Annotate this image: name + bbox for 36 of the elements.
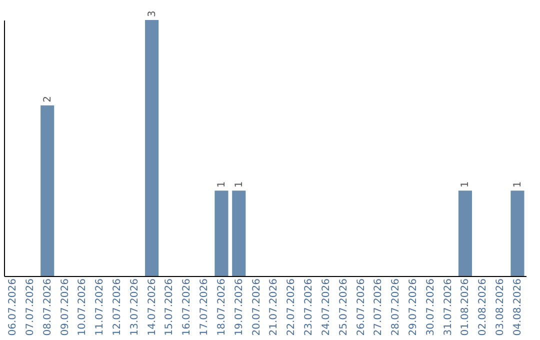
x-tick-label: 07.07.2026 bbox=[24, 278, 36, 336]
x-tick-label: 03.08.2026 bbox=[495, 278, 506, 336]
x-tick-label: 22.07.2026 bbox=[286, 278, 298, 336]
x-tick-label: 11.07.2026 bbox=[94, 278, 106, 336]
data-label: 3 bbox=[146, 10, 158, 17]
x-tick-label: 04.08.2026 bbox=[512, 278, 524, 336]
x-tick-label: 30.07.2026 bbox=[425, 278, 436, 336]
x-tick-label: 27.07.2026 bbox=[373, 278, 384, 336]
x-tick-label: 12.07.2026 bbox=[112, 278, 123, 336]
x-tick-label: 01.08.2026 bbox=[460, 278, 472, 336]
data-label: 2 bbox=[42, 96, 54, 102]
data-label: 1 bbox=[234, 181, 245, 188]
x-tick-label: 29.07.2026 bbox=[408, 278, 419, 336]
x-tick-label: 02.08.2026 bbox=[478, 278, 489, 336]
x-tick-label: 16.07.2026 bbox=[182, 278, 193, 336]
x-tick-label: 06.07.2026 bbox=[8, 278, 19, 336]
x-tick-label: 25.07.2026 bbox=[338, 278, 350, 336]
data-label: 1 bbox=[216, 181, 228, 188]
x-tick-label: 13.07.2026 bbox=[129, 278, 140, 336]
x-tick-label: 09.07.2026 bbox=[60, 278, 71, 336]
x-tick-label: 10.07.2026 bbox=[77, 278, 88, 336]
x-tick-label: 28.07.2026 bbox=[390, 278, 402, 336]
x-tick-label: 08.07.2026 bbox=[42, 278, 54, 336]
data-label: 1 bbox=[460, 181, 472, 188]
x-tick-label: 31.07.2026 bbox=[442, 278, 454, 336]
x-tick-label: 19.07.2026 bbox=[234, 278, 245, 336]
x-tick-label: 24.07.2026 bbox=[320, 278, 332, 336]
x-tick-label: 17.07.2026 bbox=[199, 278, 210, 336]
x-tick-label: 26.07.2026 bbox=[356, 278, 367, 336]
x-tick-label: 20.07.2026 bbox=[251, 278, 262, 336]
x-tick-label: 15.07.2026 bbox=[164, 278, 176, 336]
x-tick-label: 18.07.2026 bbox=[216, 278, 228, 336]
x-tick-label: 21.07.2026 bbox=[268, 278, 280, 336]
x-tick-label: 14.07.2026 bbox=[146, 278, 158, 336]
data-label: 1 bbox=[512, 181, 524, 188]
x-tick-label: 23.07.2026 bbox=[304, 278, 315, 336]
